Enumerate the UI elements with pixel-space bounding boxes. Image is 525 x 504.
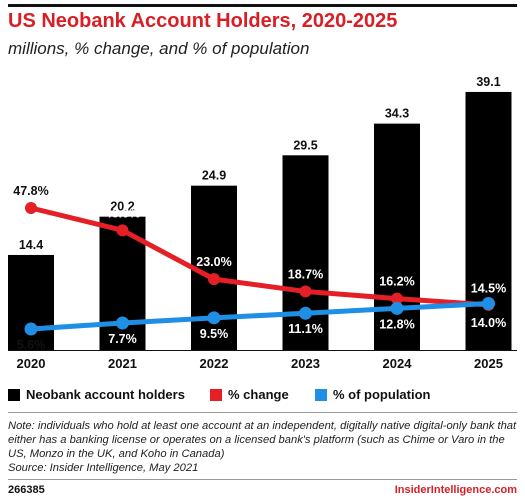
bar-2025 — [465, 91, 512, 350]
bar-value-label-2023: 29.5 — [293, 138, 317, 152]
legend-swatch-change — [210, 388, 222, 401]
footnote-text: Note: individuals who hold at least one … — [8, 420, 517, 460]
legend-item-bars: Neobank account holders — [8, 387, 185, 402]
bar-value-label-2021: 20.2 — [110, 200, 134, 214]
legend-label-bars: Neobank account holders — [26, 387, 185, 402]
x-tick-label-2023: 2023 — [291, 356, 320, 371]
chart-id: 266385 — [8, 484, 45, 496]
population-point-2020 — [24, 322, 38, 336]
population-label-2023: 11.1% — [288, 322, 323, 336]
legend-swatch-bars — [8, 388, 20, 401]
population-point-2022 — [207, 311, 221, 325]
footnote: Note: individuals who hold at least one … — [8, 419, 517, 475]
chart-title: US Neobank Account Holders, 2020-2025 — [8, 10, 398, 32]
legend-item-change: % change — [210, 387, 289, 402]
legend-label-population: % of population — [333, 387, 431, 402]
change-point-2023 — [299, 285, 312, 298]
x-tick-label-2020: 2020 — [17, 356, 46, 371]
legend: Neobank account holders % change % of po… — [8, 387, 517, 405]
legend-item-population: % of population — [315, 387, 430, 402]
bar-value-label-2020: 14.4 — [19, 238, 43, 252]
change-point-2020 — [25, 202, 37, 214]
legend-label-change: % change — [228, 387, 289, 402]
bar-value-label-2024: 34.3 — [385, 107, 409, 121]
legend-swatch-population — [315, 388, 327, 401]
brand-logo-text: InsiderIntelligence.com — [394, 484, 517, 496]
change-label-2020: 47.8% — [13, 184, 48, 198]
population-label-2024: 12.8% — [379, 317, 414, 331]
population-point-2024 — [390, 301, 404, 315]
bar-2023 — [282, 155, 329, 350]
change-point-2024 — [391, 292, 403, 305]
population-point-2023 — [299, 306, 312, 320]
change-point-2022 — [208, 273, 220, 286]
population-label-2021: 7.7% — [108, 332, 137, 346]
change-label-2025: 14.0% — [471, 316, 506, 330]
x-tick-label-2021: 2021 — [108, 356, 137, 371]
x-tick-label-2025: 2025 — [474, 356, 503, 371]
change-line — [28, 205, 491, 308]
x-tick-label-2024: 2024 — [383, 356, 413, 371]
note-divider — [8, 412, 517, 413]
bar-value-label-2025: 39.1 — [476, 75, 500, 89]
population-label-2022: 9.5% — [200, 327, 229, 341]
bar-value-label-2022: 24.9 — [202, 169, 226, 183]
population-label-2025: 14.5% — [471, 281, 506, 295]
change-label-2022: 23.0% — [196, 255, 231, 269]
x-tick-label-2022: 2022 — [200, 356, 229, 371]
source-text: Source: Insider Intelligence, May 2021 — [8, 462, 199, 474]
chart-subtitle: millions, % change, and % of population — [8, 39, 310, 58]
population-label-2020: 5.6% — [17, 338, 46, 352]
population-point-2021 — [116, 316, 129, 330]
top-rule — [8, 4, 517, 7]
change-label-2023: 18.7% — [288, 267, 323, 281]
chart-area: 14.4 20.2 24.9 29.5 34.3 39.1 2020 2021 2022 2023… — [8, 75, 517, 371]
change-label-2021: 40.0% — [105, 206, 140, 220]
change-label-2024: 16.2% — [379, 275, 414, 289]
population-point-2025 — [482, 296, 495, 310]
population-line — [28, 300, 491, 332]
bar-2024 — [374, 123, 420, 351]
footer-divider — [8, 479, 517, 480]
bar-2020 — [8, 254, 54, 350]
change-point-2021 — [116, 224, 129, 237]
